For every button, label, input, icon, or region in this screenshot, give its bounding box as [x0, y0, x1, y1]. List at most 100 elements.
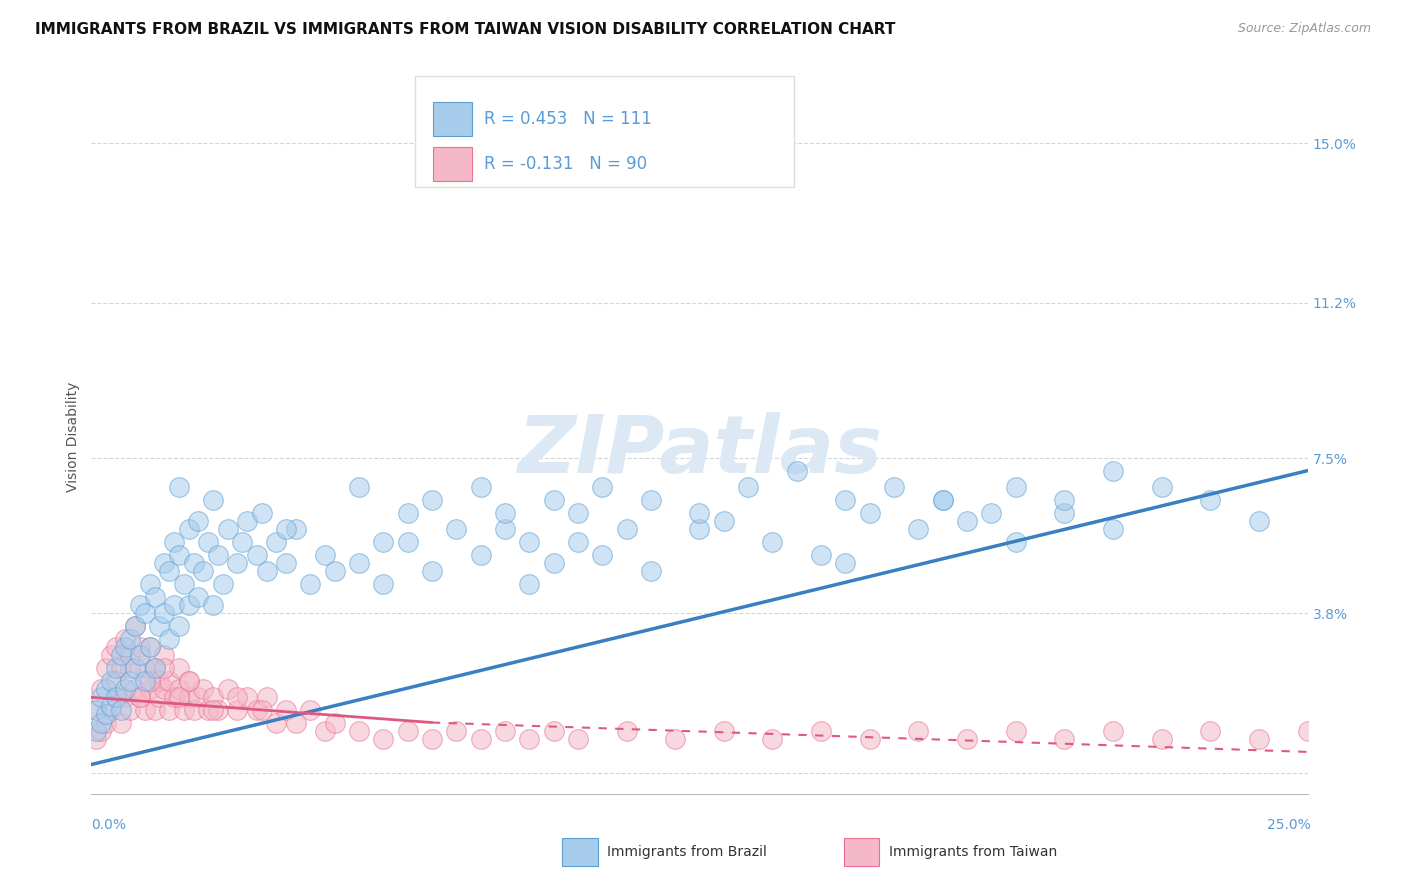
- Point: [231, 535, 253, 549]
- Point: [543, 723, 565, 738]
- Point: [124, 661, 146, 675]
- Point: [114, 690, 136, 705]
- Point: [167, 480, 190, 494]
- Point: [94, 715, 117, 730]
- Point: [104, 690, 127, 705]
- Point: [139, 640, 162, 654]
- Point: [323, 715, 346, 730]
- Text: Immigrants from Brazil: Immigrants from Brazil: [607, 845, 768, 859]
- Text: ZIPatlas: ZIPatlas: [517, 412, 882, 491]
- Point: [420, 732, 443, 747]
- Point: [236, 690, 259, 705]
- Point: [202, 703, 225, 717]
- Point: [420, 493, 443, 508]
- Point: [110, 703, 132, 717]
- Y-axis label: Vision Disability: Vision Disability: [66, 382, 80, 492]
- Point: [148, 690, 170, 705]
- Point: [616, 523, 638, 537]
- Point: [1247, 514, 1270, 528]
- Point: [100, 698, 122, 713]
- Point: [859, 732, 882, 747]
- Text: 0.0%: 0.0%: [91, 818, 127, 832]
- Point: [396, 506, 419, 520]
- Point: [129, 690, 152, 705]
- Point: [120, 648, 142, 663]
- Point: [640, 493, 662, 508]
- Point: [167, 661, 190, 675]
- Point: [373, 577, 395, 591]
- Point: [202, 598, 225, 612]
- Point: [420, 565, 443, 579]
- Point: [167, 619, 190, 633]
- Point: [299, 577, 322, 591]
- Point: [157, 703, 180, 717]
- Text: IMMIGRANTS FROM BRAZIL VS IMMIGRANTS FROM TAIWAN VISION DISABILITY CORRELATION C: IMMIGRANTS FROM BRAZIL VS IMMIGRANTS FRO…: [35, 22, 896, 37]
- Point: [167, 681, 190, 696]
- Point: [517, 732, 540, 747]
- Point: [90, 715, 112, 730]
- Point: [883, 480, 905, 494]
- Point: [134, 607, 156, 621]
- Point: [197, 535, 219, 549]
- Point: [110, 661, 132, 675]
- Point: [396, 535, 419, 549]
- Point: [246, 548, 269, 562]
- Point: [246, 703, 269, 717]
- Point: [284, 715, 307, 730]
- Point: [84, 703, 107, 717]
- Point: [761, 732, 783, 747]
- Point: [323, 565, 346, 579]
- Point: [347, 556, 370, 570]
- Point: [444, 723, 467, 738]
- Point: [956, 732, 979, 747]
- Point: [543, 556, 565, 570]
- Point: [143, 590, 166, 604]
- Point: [153, 681, 176, 696]
- Point: [177, 690, 200, 705]
- Point: [187, 690, 209, 705]
- Point: [163, 690, 186, 705]
- Point: [591, 548, 613, 562]
- Point: [250, 703, 273, 717]
- Point: [153, 607, 176, 621]
- Point: [396, 723, 419, 738]
- Point: [153, 648, 176, 663]
- Point: [100, 703, 122, 717]
- Point: [616, 723, 638, 738]
- Point: [139, 577, 162, 591]
- Point: [688, 523, 710, 537]
- Point: [110, 715, 132, 730]
- Point: [713, 514, 735, 528]
- Point: [1004, 723, 1026, 738]
- Point: [120, 673, 142, 688]
- Point: [236, 514, 259, 528]
- Text: Source: ZipAtlas.com: Source: ZipAtlas.com: [1237, 22, 1371, 36]
- Text: R = -0.131   N = 90: R = -0.131 N = 90: [484, 155, 647, 173]
- Text: Immigrants from Taiwan: Immigrants from Taiwan: [889, 845, 1057, 859]
- Point: [84, 703, 107, 717]
- Point: [810, 723, 832, 738]
- Text: R = 0.453   N = 111: R = 0.453 N = 111: [484, 111, 651, 128]
- Point: [84, 723, 107, 738]
- Point: [110, 648, 132, 663]
- Point: [124, 681, 146, 696]
- Point: [94, 707, 117, 722]
- Point: [1150, 480, 1173, 494]
- Point: [177, 673, 200, 688]
- Point: [90, 681, 112, 696]
- Point: [193, 565, 215, 579]
- Point: [264, 715, 287, 730]
- Point: [202, 690, 225, 705]
- Point: [207, 703, 229, 717]
- Point: [810, 548, 832, 562]
- Text: 25.0%: 25.0%: [1267, 818, 1310, 832]
- Point: [1053, 732, 1076, 747]
- Point: [129, 690, 152, 705]
- Point: [177, 598, 200, 612]
- Point: [517, 535, 540, 549]
- Point: [153, 556, 176, 570]
- Point: [143, 703, 166, 717]
- Point: [94, 661, 117, 675]
- Point: [124, 619, 146, 633]
- Point: [314, 723, 336, 738]
